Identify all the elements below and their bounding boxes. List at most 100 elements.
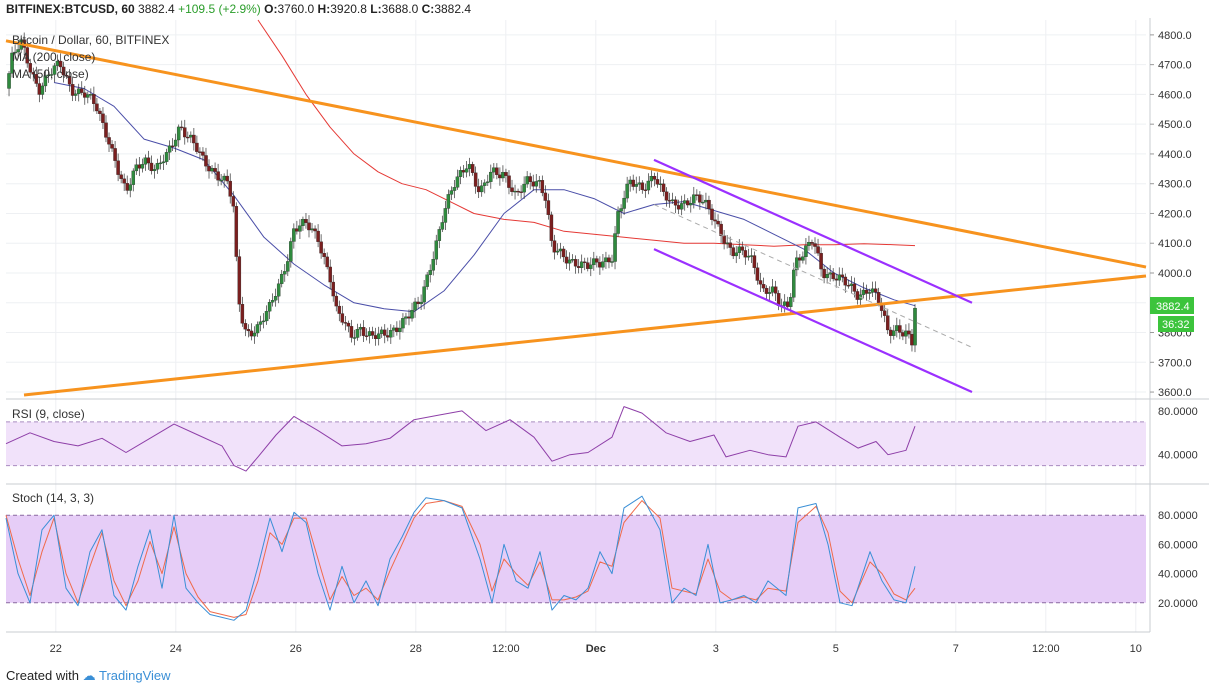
candle-body xyxy=(555,250,560,253)
candle-body xyxy=(355,328,360,338)
candle-body xyxy=(170,145,175,148)
candle-body xyxy=(216,171,220,181)
candle-body xyxy=(25,47,29,64)
trendline-channel-upper xyxy=(653,158,973,304)
candle-body xyxy=(837,274,842,281)
last-price: 3882.4 xyxy=(138,2,175,16)
candle-body xyxy=(389,330,393,338)
candle-body xyxy=(822,268,826,279)
rsi-tick-label: 40.0000 xyxy=(1158,450,1198,462)
time-tick-label: 26 xyxy=(290,643,302,655)
candle-body xyxy=(13,51,17,54)
stoch-tick-label: 80.0000 xyxy=(1158,510,1198,522)
candle-body xyxy=(173,139,178,147)
candle-body xyxy=(443,208,448,223)
candle-body xyxy=(749,255,754,257)
rsi-line xyxy=(5,406,916,472)
candle-body xyxy=(164,152,169,162)
low-label: L: xyxy=(370,2,382,16)
candle-body xyxy=(652,175,657,180)
candle-body xyxy=(592,258,596,266)
candle-body xyxy=(392,327,396,331)
time-tick-label: 12:00 xyxy=(1032,643,1060,655)
candle-body xyxy=(73,93,78,96)
candle-body xyxy=(358,327,363,330)
trendline-triangle-lower xyxy=(23,274,1147,397)
candle-body xyxy=(710,208,714,220)
candle-body xyxy=(704,199,708,203)
candle-body xyxy=(304,219,308,223)
candle-body xyxy=(607,257,611,263)
candle-body xyxy=(101,113,105,123)
candle-body xyxy=(270,300,275,303)
time-tick-label: Dec xyxy=(586,643,606,655)
candle-body xyxy=(482,182,487,186)
candle-body xyxy=(492,167,496,173)
candle-body xyxy=(870,288,875,293)
candle-body xyxy=(658,183,663,186)
candle-body xyxy=(152,169,157,172)
stoch-band xyxy=(6,515,1146,603)
price-tag-value: 3882.4 xyxy=(1156,301,1190,313)
candle-body xyxy=(43,75,48,87)
candle-body xyxy=(86,94,90,98)
price-tags: 3882.4 36:32 xyxy=(1150,297,1194,332)
countdown-value: 36:32 xyxy=(1162,319,1190,331)
candle-body xyxy=(734,252,738,257)
candle-body xyxy=(240,304,245,324)
candle-body xyxy=(731,247,735,257)
candle-body xyxy=(525,176,529,185)
candle-body xyxy=(76,88,81,95)
candle-body xyxy=(670,199,675,201)
candle-body xyxy=(319,241,323,254)
candle-body xyxy=(631,179,635,187)
candle-body xyxy=(264,311,269,322)
candle-body xyxy=(134,164,139,172)
candle-body xyxy=(110,144,114,149)
candle-body xyxy=(140,164,145,169)
candle-body xyxy=(16,49,20,53)
low-value: 3688.0 xyxy=(381,2,419,16)
candle-body xyxy=(843,276,848,286)
candle-body xyxy=(370,331,375,336)
candles xyxy=(7,32,917,353)
candle-body xyxy=(573,259,578,267)
candle-body xyxy=(346,322,351,327)
candle-body xyxy=(755,267,760,281)
candle-body xyxy=(361,327,366,336)
candle-body xyxy=(404,316,408,319)
candle-body xyxy=(707,199,711,210)
tradingview-link[interactable]: TradingView xyxy=(99,668,171,683)
candle-body xyxy=(849,283,854,286)
candle-body xyxy=(722,235,726,244)
candle-body xyxy=(461,170,466,173)
price-tick-label: 4800.0 xyxy=(1158,30,1192,42)
candle-body xyxy=(428,270,432,275)
candle-body xyxy=(373,335,378,340)
candle-body xyxy=(746,255,751,258)
candle-body xyxy=(70,84,75,96)
stoch-tick-label: 20.0000 xyxy=(1158,598,1198,610)
candle-body xyxy=(825,274,829,279)
candle-body xyxy=(613,233,617,262)
candle-body xyxy=(767,292,772,294)
candle-body xyxy=(283,271,287,275)
labels: Bitcoin / Dollar, 60, BITFINEX MA (200, … xyxy=(12,33,169,505)
candle-body xyxy=(543,192,548,201)
candle-body xyxy=(782,301,787,306)
candle-body xyxy=(740,246,745,251)
candle-body xyxy=(10,52,14,74)
candle-body xyxy=(486,181,490,183)
candle-body xyxy=(634,184,638,187)
candle-body xyxy=(816,246,820,254)
candle-body xyxy=(401,318,405,329)
price-tick-label: 4000.0 xyxy=(1158,268,1192,280)
candle-body xyxy=(234,206,239,257)
candle-body xyxy=(698,194,702,203)
series-lines xyxy=(5,19,916,621)
candle-body xyxy=(558,248,563,252)
price-tick-label: 4600.0 xyxy=(1158,89,1192,101)
candle-body xyxy=(737,246,742,253)
candle-body xyxy=(640,182,645,190)
